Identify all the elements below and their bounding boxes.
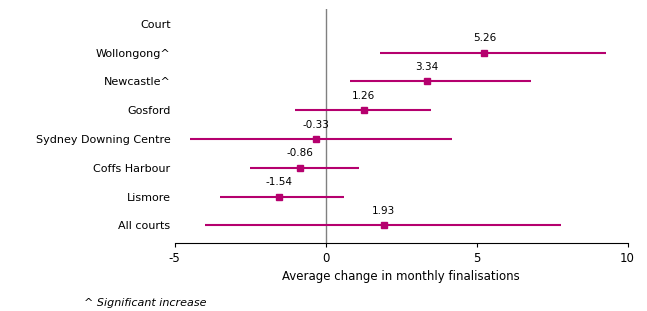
Text: 1.93: 1.93 [372,206,395,216]
Text: -1.54: -1.54 [266,177,292,187]
Text: 1.26: 1.26 [352,91,375,101]
X-axis label: Average change in monthly finalisations: Average change in monthly finalisations [282,270,520,283]
Text: 5.26: 5.26 [473,33,496,43]
Text: -0.33: -0.33 [302,120,329,130]
Text: -0.86: -0.86 [286,148,313,159]
Text: 3.34: 3.34 [415,62,438,72]
Text: ^ Significant increase: ^ Significant increase [84,298,206,308]
